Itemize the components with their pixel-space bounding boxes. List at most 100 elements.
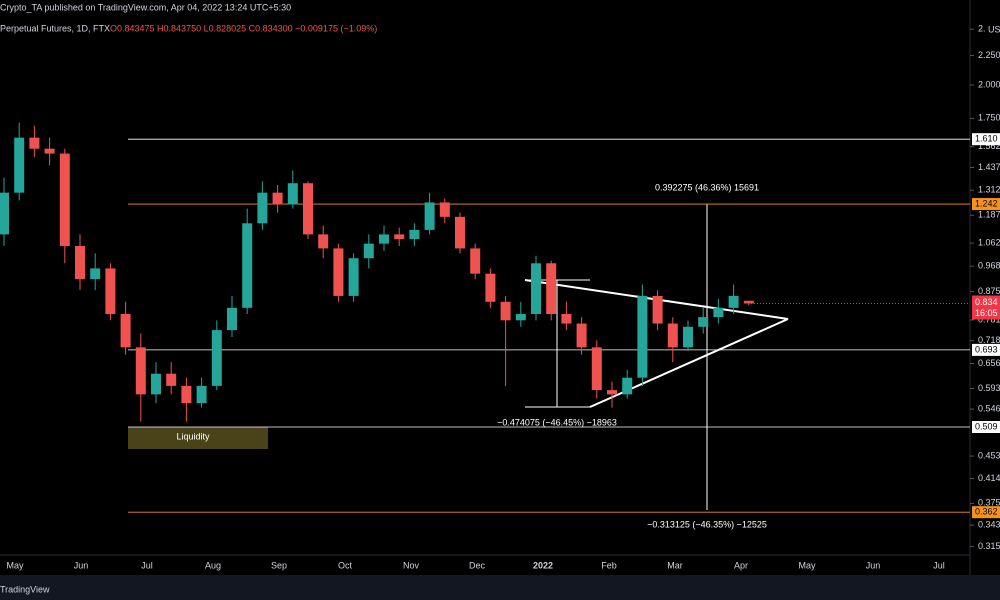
x-tick-label: Dec xyxy=(469,560,486,570)
candle-body xyxy=(667,323,678,348)
candle-body xyxy=(652,295,663,324)
candle-body xyxy=(591,347,602,391)
ohlc: O0.843475 H0.843750 L0.828025 C0.834300 … xyxy=(110,23,377,33)
x-tick-label: Sep xyxy=(271,560,287,570)
candle-body xyxy=(546,263,557,314)
candle-body xyxy=(439,202,450,217)
y-tick-label: 0.375 xyxy=(978,498,1000,508)
candle-body xyxy=(561,313,572,324)
candle-body xyxy=(728,295,739,308)
x-tick-label: Jun xyxy=(74,560,89,570)
y-tick-label: 1.062 xyxy=(978,237,1000,247)
y-tick-label: 1.312 xyxy=(978,185,1000,195)
candle-body xyxy=(257,192,268,224)
y-tick-label: 0.593 xyxy=(978,383,1000,393)
last-price-label: 0.834 xyxy=(975,297,998,307)
y-tick-label: 1.7500 xyxy=(978,113,1000,123)
level-label: 0.362 xyxy=(975,507,998,517)
candle-body xyxy=(75,246,85,280)
candle-body xyxy=(287,183,298,205)
candle-body xyxy=(424,202,435,230)
candle-body xyxy=(227,307,237,331)
candle-body xyxy=(135,347,146,395)
candle-body xyxy=(455,216,465,249)
candle-body xyxy=(29,137,40,149)
x-tick-label: Nov xyxy=(403,560,420,570)
currency: USD xyxy=(988,24,1000,34)
level-label: 1.610 xyxy=(975,134,998,144)
footer-bar xyxy=(0,575,1000,600)
candle-body xyxy=(272,192,283,205)
level-box xyxy=(972,343,1000,356)
candle-body xyxy=(44,148,55,154)
level-box xyxy=(972,133,1000,146)
y-tick-label: 1.562 xyxy=(978,141,1000,151)
candle-body xyxy=(622,377,633,395)
candle-body xyxy=(409,229,420,239)
candle-body xyxy=(743,300,754,304)
y-tick-label: 0.315 xyxy=(978,541,1000,551)
liquidity-box xyxy=(128,427,268,449)
level-label: 1.242 xyxy=(975,198,998,208)
candle-body xyxy=(90,268,101,280)
x-tick-label: Jul xyxy=(933,560,945,570)
candle-body xyxy=(683,326,693,348)
annotation: −0.474075 (−46.45%) −18963 xyxy=(497,417,617,427)
candle-body xyxy=(120,313,131,348)
candle-body xyxy=(166,373,177,386)
y-tick-label: 2.0000 xyxy=(978,79,1000,89)
x-tick-label: Apr xyxy=(734,560,748,570)
y-tick-label: 0.414 xyxy=(978,473,1000,483)
x-tick-label: Aug xyxy=(205,560,221,570)
y-tick-label: 0.546 xyxy=(978,403,1000,413)
y-tick-label: 0.875 xyxy=(978,286,1000,296)
last-price-box xyxy=(972,295,1000,320)
candle-body xyxy=(515,313,526,321)
candle-body xyxy=(470,248,481,274)
countdown: 16:05 xyxy=(975,308,998,318)
candle-body xyxy=(363,243,374,259)
x-tick-label: 2022 xyxy=(533,560,553,570)
candle-body xyxy=(59,153,70,247)
y-tick-label: 1.187 xyxy=(978,210,1000,220)
x-tick-label: Jul xyxy=(141,560,153,570)
candle-body xyxy=(394,234,405,239)
level-label: 0.509 xyxy=(975,421,998,431)
annotation: 0.392275 (46.36%) 15691 xyxy=(655,182,759,192)
candle-body xyxy=(379,234,389,244)
level-label: 0.693 xyxy=(975,344,998,354)
y-tick-label: 2. xyxy=(978,24,986,34)
candle-body xyxy=(181,385,192,404)
candle-body xyxy=(14,137,25,193)
candle-body xyxy=(211,330,222,386)
y-tick-label: 0.656 xyxy=(978,358,1000,368)
candle-body xyxy=(531,263,541,314)
y-tick-label: 0.343 xyxy=(978,519,1000,529)
y-tick-label: 0.453 xyxy=(978,450,1000,460)
y-tick-label: 0.718 xyxy=(978,335,1000,345)
x-tick-label: May xyxy=(6,560,24,570)
level-box xyxy=(972,421,1000,434)
y-tick-label: 2.2500 xyxy=(978,50,1000,60)
candle-body xyxy=(698,317,709,327)
header: Crypto_TA published on TradingView.com, … xyxy=(0,2,291,12)
candle-body xyxy=(0,192,9,235)
candle-body xyxy=(576,323,587,348)
candle-body xyxy=(607,390,617,395)
candle-body xyxy=(303,183,313,235)
candle-body xyxy=(485,273,496,302)
symbol: Perpetual Futures, 1D, FTX xyxy=(0,23,110,33)
candle-body xyxy=(318,234,329,249)
level-box xyxy=(972,506,1000,519)
y-tick-label: 1.437 xyxy=(978,162,1000,172)
y-tick-label: 0.968 xyxy=(978,261,1000,271)
candle-body xyxy=(196,385,207,404)
x-tick-label: Oct xyxy=(338,560,353,570)
candle-body xyxy=(242,223,253,308)
annotation: −0.313125 (−46.35%) −12525 xyxy=(647,519,767,529)
x-tick-label: May xyxy=(798,560,816,570)
x-tick-label: Mar xyxy=(667,560,683,570)
x-tick-label: Feb xyxy=(601,560,617,570)
candle-body xyxy=(333,248,344,296)
